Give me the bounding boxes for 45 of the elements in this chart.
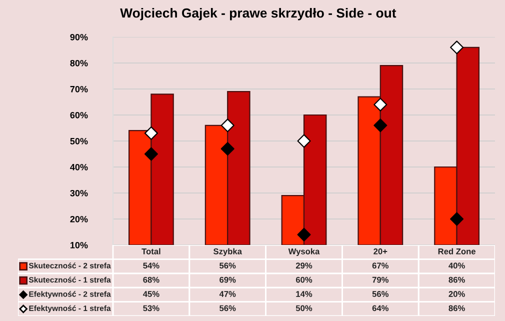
data-label: 67% <box>372 262 389 269</box>
data-label: 20% <box>448 291 465 297</box>
data-label: 68% <box>143 276 160 283</box>
data-label: 40% <box>448 262 465 269</box>
x-tick-label: Wysoka <box>288 248 320 256</box>
y-tick-label: 60% <box>70 112 88 118</box>
point <box>297 228 311 242</box>
point <box>374 118 388 132</box>
data-label: 50% <box>296 305 312 312</box>
data-label: 56% <box>372 291 389 297</box>
data-label: 45% <box>142 291 160 297</box>
x-tick-label: Szybka <box>213 248 242 256</box>
x-tick-label: Red Zone <box>438 248 476 254</box>
data-label: 56% <box>220 262 236 269</box>
data-label: 56% <box>220 305 236 312</box>
y-tick-label: 90% <box>70 34 88 40</box>
x-tick-label: 20+ <box>374 248 388 254</box>
data-label: 14% <box>296 291 312 297</box>
data-label: 86% <box>448 305 465 312</box>
data-label: 86% <box>448 276 465 283</box>
point <box>220 142 234 156</box>
x-tick-label: Total <box>142 248 160 254</box>
point <box>374 98 388 112</box>
point <box>220 118 234 132</box>
point <box>450 212 464 226</box>
data-label: 29% <box>296 262 312 269</box>
y-tick-label: 80% <box>70 60 88 66</box>
data-label: 69% <box>220 276 236 283</box>
point <box>450 40 464 54</box>
chart-title: Wojciech Gajek - prawe skrzydło - Side - out <box>120 8 396 20</box>
y-tick-label: 20% <box>70 216 88 222</box>
y-tick-label: 40% <box>70 164 88 170</box>
y-tick-label: 10% <box>70 242 88 248</box>
data-label: 79% <box>372 276 389 283</box>
point <box>144 126 158 140</box>
point <box>144 147 158 161</box>
data-label: 53% <box>143 305 160 312</box>
point <box>297 134 311 148</box>
y-tick-label: 70% <box>70 86 88 92</box>
y-tick-label: 50% <box>70 138 88 144</box>
data-label: 60% <box>296 276 312 283</box>
data-label: 64% <box>372 305 389 312</box>
data-label: 54% <box>143 262 160 269</box>
data-label: 47% <box>219 291 236 297</box>
y-tick-label: 30% <box>70 190 88 196</box>
